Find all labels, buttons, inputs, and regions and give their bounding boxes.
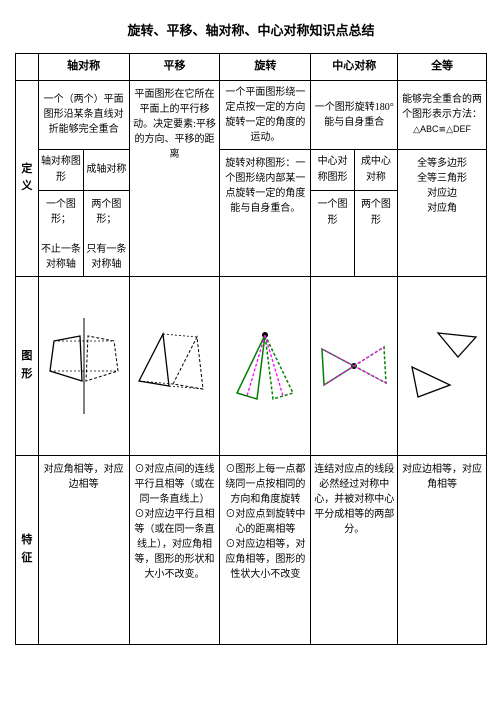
def-axis-sub-b2: 两个图形； 只有一条对称轴 xyxy=(84,190,129,276)
header-congruent: 全等 xyxy=(398,54,487,81)
shape-rotate xyxy=(220,276,311,455)
translate-diagram-icon xyxy=(133,326,217,406)
feat-rotate: ⊙图形上每一点都绕同一点按相同的方向和角度旋转 ⊙对应点到旋转中心的距离相等 ⊙… xyxy=(220,455,311,644)
def-center-sub-h2: 成中心对称 xyxy=(354,149,397,190)
header-translate: 平移 xyxy=(129,54,220,81)
center-diagram-icon xyxy=(314,331,394,401)
header-blank xyxy=(16,54,39,81)
feat-axis: 对应角相等，对应边相等 xyxy=(38,455,129,644)
def-center-sub-h1: 中心对称图形 xyxy=(311,149,354,190)
feat-row-label: 特 征 xyxy=(16,455,39,644)
rotate-diagram-icon xyxy=(223,325,307,407)
def-axis-sub-b1: 一个图形； 不止一条对称轴 xyxy=(38,190,83,276)
def-translate: 平面图形在它所在平面上的平行移动。决定要素:平移的方向、平移的距离 xyxy=(129,80,220,276)
page-title: 旋转、平移、轴对称、中心对称知识点总结 xyxy=(15,20,487,39)
def-row-1: 定 义 一个（两个）平面图形沿某条直线对折能够完全重合 平面图形在它所在平面上的… xyxy=(16,80,487,149)
def-axis-sub-h2: 成轴对称 xyxy=(84,149,129,190)
def-axis-main: 一个（两个）平面图形沿某条直线对折能够完全重合 xyxy=(38,80,129,149)
shape-translate xyxy=(129,276,220,455)
header-row: 轴对称 平移 旋转 中心对称 全等 xyxy=(16,54,487,81)
feat-translate: ⊙对应点间的连线平行且相等（或在同一条直线上） ⊙对应边平行且相等（或在同一条直… xyxy=(129,455,220,644)
congruent-diagram-icon xyxy=(402,327,482,405)
axis-diagram-icon xyxy=(42,316,126,416)
shape-center xyxy=(311,276,398,455)
shape-row: 图 形 xyxy=(16,276,487,455)
shape-row-label: 图 形 xyxy=(16,276,39,455)
feat-congruent: 对应边相等，对应角相等 xyxy=(398,455,487,644)
def-center-a: 一个图形旋转180°能与自身重合 xyxy=(311,80,398,149)
header-rotate: 旋转 xyxy=(220,54,311,81)
shape-axis xyxy=(38,276,129,455)
feat-center: 连结对应点的线段必然经过对称中心，并被对称中心平分成相等的两部分。 xyxy=(311,455,398,644)
header-axis: 轴对称 xyxy=(38,54,129,81)
def-rotate-a: 一个平面图形绕一定点按一定的方向旋转一定的角度的运动。 xyxy=(220,80,311,149)
def-congruent-a: 能够完全重合的两个图形表示方法： △ABC≌△DEF xyxy=(398,80,487,149)
def-row-2: 轴对称图形 成轴对称 旋转对称图形：一个图形绕内部某一点旋转一定的角度能与自身重… xyxy=(16,149,487,190)
def-row-label: 定 义 xyxy=(16,80,39,276)
shape-congruent xyxy=(398,276,487,455)
def-congruent-b: 全等多边形 全等三角形 对应边 对应角 xyxy=(398,149,487,276)
summary-table: 轴对称 平移 旋转 中心对称 全等 定 义 一个（两个）平面图形沿某条直线对折能… xyxy=(15,53,487,645)
header-center: 中心对称 xyxy=(311,54,398,81)
def-center-sub-b1: 一个图形 xyxy=(311,190,354,276)
def-center-sub-b2: 两个图形 xyxy=(354,190,397,276)
def-axis-sub-h1: 轴对称图形 xyxy=(38,149,83,190)
def-rotate-b: 旋转对称图形：一个图形绕内部某一点旋转一定的角度能与自身重合。 xyxy=(220,149,311,276)
feat-row: 特 征 对应角相等，对应边相等 ⊙对应点间的连线平行且相等（或在同一条直线上） … xyxy=(16,455,487,644)
